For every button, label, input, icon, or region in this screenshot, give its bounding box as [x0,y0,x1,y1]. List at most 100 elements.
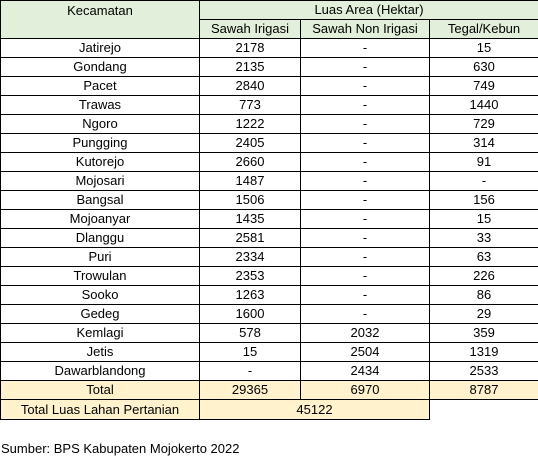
cell-kecamatan[interactable]: Dlanggu [0,228,200,248]
cell-sawah-irigasi[interactable]: 1435 [199,209,301,229]
cell-kecamatan[interactable]: Sooko [0,285,200,305]
grand-total-value[interactable]: 45122 [199,399,430,420]
cell-sawah-irigasi[interactable]: 2334 [199,247,301,267]
cell-tegal-kebun[interactable]: 15 [428,38,538,58]
cell-kecamatan[interactable]: Gondang [0,57,200,77]
cell-kecamatan[interactable]: Trowulan [0,266,200,286]
header-luas-area[interactable]: Luas Area (Hektar) [198,0,538,20]
table-row: Sooko 1263-86 [0,285,538,305]
cell-sawah-non-irigasi[interactable]: - [300,152,430,172]
cell-sawah-non-irigasi[interactable]: - [300,171,430,191]
cell-tegal-kebun[interactable]: 749 [428,76,538,96]
header-sawah-irigasi[interactable]: Sawah Irigasi [199,19,301,39]
cell-tegal-kebun[interactable]: 2533 [428,361,538,381]
cell-kecamatan[interactable]: Bangsal [0,190,200,210]
cell-sawah-irigasi[interactable]: 2178 [199,38,301,58]
cell-sawah-irigasi[interactable]: 1487 [199,171,301,191]
cell-tegal-kebun[interactable]: 33 [428,228,538,248]
cell-kecamatan[interactable]: Mojoanyar [0,209,200,229]
cell-sawah-non-irigasi[interactable]: - [300,190,430,210]
cell-sawah-non-irigasi[interactable]: - [300,76,430,96]
cell-sawah-irigasi[interactable]: 1600 [199,304,301,324]
cell-kecamatan[interactable]: Trawas [0,95,200,115]
cell-kecamatan[interactable]: Kutorejo [0,152,200,172]
header-kecamatan[interactable]: Kecamatan [0,0,200,39]
cell-sawah-non-irigasi[interactable]: - [300,95,430,115]
grand-total-row: Total Luas Lahan Pertanian 45122 [0,399,538,420]
cell-kecamatan[interactable]: Jatirejo [0,38,200,58]
cell-sawah-non-irigasi[interactable]: - [300,133,430,153]
table-row: Ngoro 1222-729 [0,114,538,134]
cell-tegal-kebun[interactable]: 63 [428,247,538,267]
cell-tegal-kebun[interactable]: 1440 [428,95,538,115]
table-row: Pacet 2840-749 [0,76,538,96]
total-sawah-non-irigasi[interactable]: 6970 [300,380,430,400]
cell-sawah-irigasi[interactable]: 1263 [199,285,301,305]
grand-total-empty-cell[interactable] [429,399,538,420]
cell-sawah-non-irigasi[interactable]: - [300,209,430,229]
cell-sawah-irigasi[interactable]: 2353 [199,266,301,286]
cell-kecamatan[interactable]: Gedeg [0,304,200,324]
cell-sawah-irigasi[interactable]: 2840 [199,76,301,96]
cell-tegal-kebun[interactable]: - [428,171,538,191]
cell-sawah-irigasi[interactable]: 578 [199,323,301,343]
cell-sawah-non-irigasi[interactable]: 2434 [300,361,430,381]
cell-sawah-non-irigasi[interactable]: - [300,57,430,77]
cell-tegal-kebun[interactable]: 29 [428,304,538,324]
cell-sawah-non-irigasi[interactable]: - [300,285,430,305]
cell-sawah-irigasi[interactable]: 2660 [199,152,301,172]
cell-sawah-non-irigasi[interactable]: - [300,247,430,267]
cell-sawah-irigasi[interactable]: 2135 [199,57,301,77]
cell-tegal-kebun[interactable]: 156 [428,190,538,210]
cell-sawah-non-irigasi[interactable]: 2504 [300,342,430,362]
cell-sawah-non-irigasi[interactable]: - [300,38,430,58]
cell-sawah-irigasi[interactable]: 1506 [199,190,301,210]
cell-tegal-kebun[interactable]: 91 [428,152,538,172]
table-row: Kutorejo 2660-91 [0,152,538,172]
grand-total-label[interactable]: Total Luas Lahan Pertanian [0,399,200,420]
source-note: Sumber: BPS Kabupaten Mojokerto 2022 [1,441,240,456]
cell-sawah-non-irigasi[interactable]: - [300,114,430,134]
cell-tegal-kebun[interactable]: 86 [428,285,538,305]
total-row: Total 29365 6970 8787 [0,380,538,400]
cell-tegal-kebun[interactable]: 359 [428,323,538,343]
cell-sawah-irigasi[interactable]: 2405 [199,133,301,153]
cell-sawah-non-irigasi[interactable]: - [300,304,430,324]
cell-kecamatan[interactable]: Dawarblandong [0,361,200,381]
table-row: Mojosari 1487- - [0,171,538,191]
table-row: Trowulan 2353-226 [0,266,538,286]
total-label[interactable]: Total [0,380,200,400]
cell-sawah-non-irigasi[interactable]: - [300,266,430,286]
total-tegal-kebun[interactable]: 8787 [428,380,538,400]
table-row: Trawas 773-1440 [0,95,538,115]
cell-kecamatan[interactable]: Mojosari [0,171,200,191]
cell-tegal-kebun[interactable]: 729 [428,114,538,134]
table-row: Mojoanyar 1435-15 [0,209,538,229]
cell-sawah-irigasi[interactable]: 2581 [199,228,301,248]
header-row-1: Kecamatan Luas Area (Hektar) [0,0,538,39]
cell-tegal-kebun[interactable]: 226 [428,266,538,286]
cell-kecamatan[interactable]: Pacet [0,76,200,96]
cell-kecamatan[interactable]: Ngoro [0,114,200,134]
cell-sawah-non-irigasi[interactable]: - [300,228,430,248]
total-sawah-irigasi[interactable]: 29365 [199,380,301,400]
header-tegal-kebun[interactable]: Tegal/Kebun [428,19,538,39]
header-sawah-non-irigasi[interactable]: Sawah Non Irigasi [300,19,430,39]
cell-tegal-kebun[interactable]: 15 [428,209,538,229]
table-body: Kecamatan Luas Area (Hektar) Sawah Iriga… [0,0,538,420]
cell-sawah-irigasi[interactable]: 1222 [199,114,301,134]
cell-sawah-irigasi[interactable]: 773 [199,95,301,115]
cell-kecamatan[interactable]: Jetis [0,342,200,362]
cell-tegal-kebun[interactable]: 630 [428,57,538,77]
header-row-2: Sawah Irigasi Sawah Non Irigasi Tegal/Ke… [1,19,538,39]
cell-kecamatan[interactable]: Kemlagi [0,323,200,343]
cell-tegal-kebun[interactable]: 1319 [428,342,538,362]
table-row: Gondang 2135-630 [0,57,538,77]
cell-kecamatan[interactable]: Puri [0,247,200,267]
cell-kecamatan[interactable]: Pungging [0,133,200,153]
cell-sawah-non-irigasi[interactable]: 2032 [300,323,430,343]
cell-tegal-kebun[interactable]: 314 [428,133,538,153]
cell-sawah-irigasi[interactable]: - [199,361,301,381]
cell-sawah-irigasi[interactable]: 15 [199,342,301,362]
